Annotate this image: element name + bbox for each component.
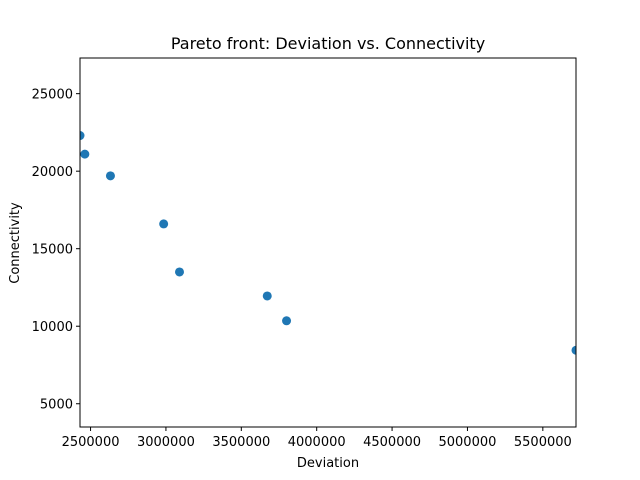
data-point [80,149,90,159]
y-axis-title: Connectivity [8,202,23,284]
data-point [105,171,115,181]
data-point [80,131,85,141]
x-tick-label: 3500000 [212,435,270,450]
x-tick-label: 5000000 [438,435,496,450]
y-tick-label: 25000 [32,88,73,103]
x-axis-title: Deviation [297,456,359,471]
data-point [175,267,185,277]
x-tick-label: 3000000 [137,435,195,450]
y-axis: 5000 10000 15000 20000 25000 [32,88,80,413]
chart-title: Pareto front: Deviation vs. Connectivity [171,34,485,53]
x-axis: 2500000 3000000 3500000 4000000 4500000 50000… [62,427,572,450]
x-tick-label: 4000000 [288,435,346,450]
y-tick-label: 20000 [32,165,73,180]
x-tick-label: 2500000 [62,435,120,450]
x-tick-label: 4500000 [363,435,421,450]
data-point [159,219,169,229]
data-point [262,291,272,301]
plot-frame [79,57,577,428]
data-point [282,316,292,326]
data-point [571,345,576,355]
x-tick-label: 5500000 [514,435,572,450]
y-tick-label: 5000 [40,398,73,413]
y-tick-label: 15000 [32,243,73,258]
plot-area [80,131,576,355]
y-tick-label: 10000 [32,320,73,335]
